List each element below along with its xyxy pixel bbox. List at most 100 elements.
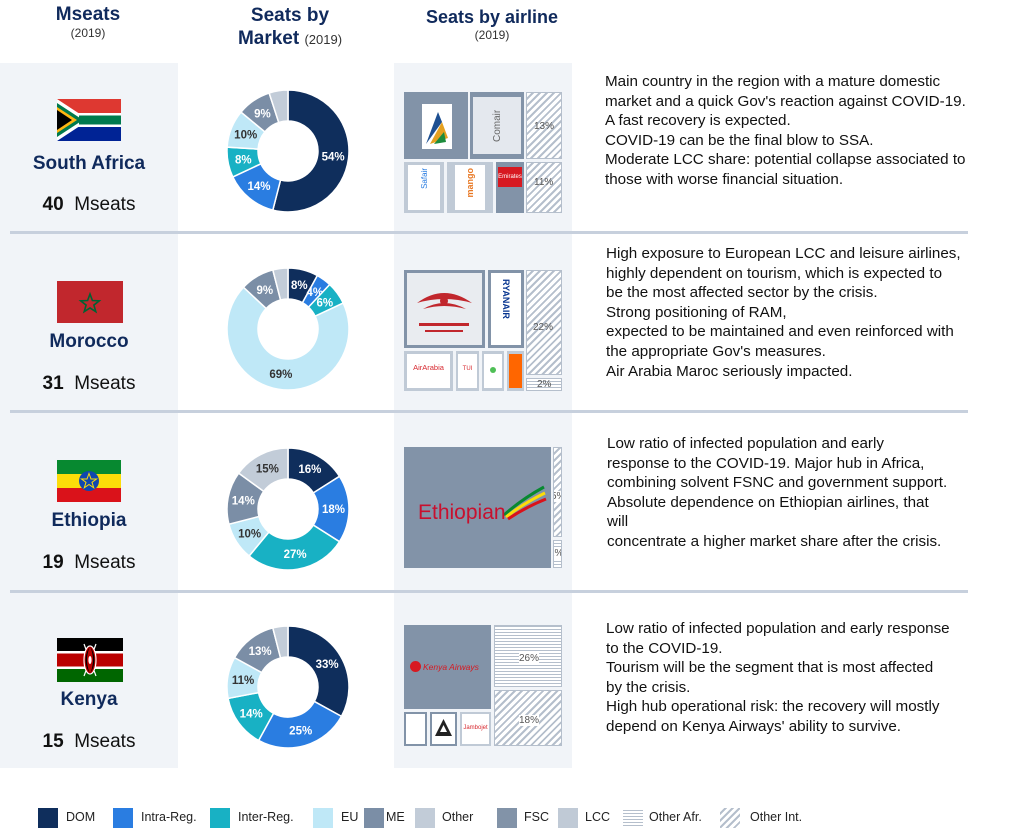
- airline-tile: Emirates: [496, 162, 524, 213]
- other-int-share: 5%: [554, 491, 561, 502]
- donut-segment-other: [268, 89, 289, 124]
- airline-tile: [404, 270, 485, 348]
- airline-tile: 22%: [526, 270, 562, 375]
- legend-swatch: [38, 808, 58, 828]
- donut-label: 54%: [322, 152, 345, 164]
- airline-tile: Ethiopian: [404, 447, 551, 568]
- donut-label: 14%: [232, 495, 255, 507]
- legend-swatch: [497, 808, 517, 828]
- donut-segment-other: [271, 625, 289, 659]
- donut-segment-other: [271, 267, 289, 301]
- description-line: High hub operational risk: the recovery …: [606, 698, 940, 716]
- market-header-sub: (2019): [304, 32, 343, 47]
- donut-segment-eu: [226, 286, 350, 391]
- airline-tile: [507, 351, 524, 391]
- airline-tile: TUI: [456, 351, 479, 391]
- airline-tile: mango: [447, 162, 493, 213]
- market-header-line2: Market (2019): [210, 27, 370, 51]
- description-line: Low ratio of infected population and ear…: [607, 435, 884, 452]
- donut-label: 13%: [249, 646, 272, 658]
- legend-swatch: [623, 808, 643, 828]
- airline-tile: 18%: [494, 690, 562, 746]
- airline-tile: [482, 351, 504, 391]
- airline-tile: AirArabia: [404, 351, 453, 391]
- other-afr-share: 2%: [554, 548, 561, 559]
- donut-segment-dom: [287, 625, 350, 718]
- airline-treemap-kenya: Kenya Airways 26% 18% Jambojet: [404, 625, 562, 746]
- description-line: expected to be maintained and even reinf…: [606, 323, 954, 341]
- other-afr-share: 26%: [519, 653, 540, 664]
- airline-treemap-morocco: RYANAIR 22% AirArabia TUI 2%: [404, 270, 562, 391]
- airline-tile: Comair: [470, 92, 524, 159]
- description-line: those with worse financial situation.: [605, 170, 844, 188]
- legend-label: Other Int.: [750, 810, 803, 824]
- legend-label: LCC: [585, 810, 611, 824]
- mseats-ethiopia: 19 Mseats: [0, 552, 178, 574]
- market-donut-morocco: 8%4%6%69%9%: [226, 267, 350, 391]
- ethiopia-flag: [57, 460, 121, 502]
- description-line: be the most affected sector by the crisi…: [606, 284, 878, 302]
- donut-label: 27%: [284, 549, 307, 561]
- mseats-unit: Mseats: [74, 731, 136, 752]
- donut-segment-other: [237, 447, 289, 493]
- country-name-morocco: Morocco: [49, 331, 129, 352]
- logo-air-arabia-text: AirArabia: [413, 363, 444, 372]
- donut-label: 25%: [289, 726, 312, 738]
- logo-easyjet: [509, 354, 522, 388]
- row-separator: [10, 231, 968, 234]
- mseats-unit: Mseats: [74, 552, 136, 573]
- logo-comair-text: Comair: [491, 109, 503, 143]
- donut-label: 33%: [316, 659, 339, 671]
- logo-kenya-airways-text: Kenya Airways: [423, 662, 479, 672]
- mseats-value: 31: [42, 373, 64, 394]
- description-line: depend on Kenya Airways' ability to surv…: [606, 717, 901, 735]
- mseats-value: 40: [42, 194, 64, 215]
- logo-transavia: [484, 354, 502, 388]
- donut-label: 15%: [256, 463, 279, 475]
- donut-label: 69%: [269, 369, 292, 381]
- legend-swatch: [210, 808, 230, 828]
- south-africa-flag: [57, 99, 121, 141]
- donut-label: 14%: [247, 181, 270, 193]
- donut-label: 18%: [322, 504, 345, 516]
- airline-treemap-south-africa: Comair 13% Safair mango Emirates 11%: [404, 92, 562, 213]
- airline-tile: Safair: [404, 162, 444, 213]
- airline-tile: 13%: [526, 92, 562, 159]
- description-line: Air Arabia Maroc seriously impacted.: [606, 362, 853, 380]
- donut-label: 11%: [232, 675, 254, 687]
- logo-ryanair: RYANAIR: [491, 273, 521, 345]
- other-int-share: 22%: [533, 322, 554, 333]
- legend-label: Intra-Reg.: [141, 810, 197, 824]
- mseats-value: 15: [42, 731, 64, 752]
- airline-tile: 5%: [553, 447, 562, 537]
- logo-ethiopian: Ethiopian: [404, 485, 551, 525]
- mseats-header: Mseats (2019): [28, 4, 148, 40]
- logo-emirates: Emirates: [498, 167, 522, 187]
- mseats-morocco: 31 Mseats: [0, 373, 178, 395]
- mseats-kenya: 15 Mseats: [0, 731, 178, 753]
- market-donut-kenya: 33% 25% 14% 11% 13%: [226, 625, 350, 749]
- logo-jambojet: Jambojet: [462, 714, 489, 744]
- description-morocco: High exposure to European LCC and leisur…: [606, 244, 961, 381]
- legend-label: EU: [341, 810, 359, 824]
- logo-mango: mango: [455, 165, 485, 210]
- description-line: the appropriate Gov's measures.: [606, 342, 826, 360]
- mseats-header-sub: (2019): [70, 26, 106, 40]
- legend-label: Other Afr.: [649, 810, 702, 824]
- airline-header-sub: (2019): [474, 28, 510, 42]
- mseats-south-africa: 40 Mseats: [0, 194, 178, 216]
- description-line: Tourism will be the segment that is most…: [606, 659, 934, 677]
- donut-label: 14%: [240, 709, 263, 721]
- airline-header-title: Seats by airline: [425, 7, 559, 27]
- market-header-line2-text: Market: [237, 28, 300, 49]
- country-name-kenya: Kenya: [60, 689, 118, 710]
- airline-tile: Jambojet: [460, 712, 491, 746]
- logo-ryanair-text: RYANAIR: [501, 279, 511, 319]
- other-afr-share: 2%: [537, 379, 552, 390]
- description-line: market and a quick Gov's reaction agains…: [605, 92, 966, 110]
- description-line: will: [607, 513, 629, 531]
- row-separator: [10, 590, 968, 593]
- logo-jambojet-text: Jambojet: [463, 725, 488, 731]
- airline-treemap-ethiopia: Ethiopian 5% 2%: [404, 447, 562, 568]
- description-line: combining solvent FSNC and government su…: [607, 474, 948, 492]
